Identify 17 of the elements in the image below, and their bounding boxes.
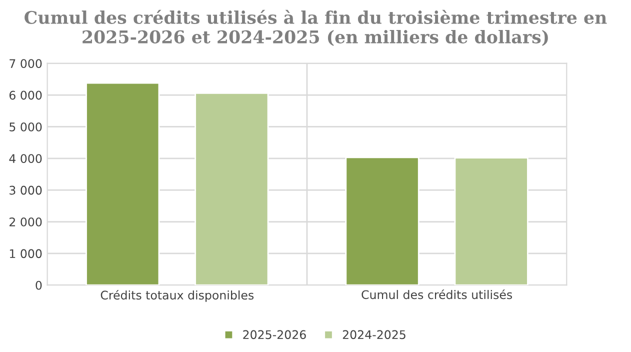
y-tick-label: 6 000 xyxy=(9,90,42,100)
bar xyxy=(86,82,160,286)
y-tick-label: 7 000 xyxy=(10,59,42,68)
x-tick-label: Cumul des crédits utilisés xyxy=(362,290,512,300)
bar xyxy=(194,92,269,286)
legend-label: 2024-2025 xyxy=(342,330,406,340)
bar xyxy=(454,157,528,286)
y-tick-label: 0 xyxy=(36,280,42,290)
y-tick-label: 5 000 xyxy=(10,122,42,132)
x-tick-label: Crédits totaux disponibles xyxy=(100,290,254,302)
y-tick-label: 3 000 xyxy=(10,186,42,195)
bar xyxy=(345,156,420,286)
legend-label: 2025-2026 xyxy=(243,330,306,340)
y-tick-label: 4 000 xyxy=(9,154,42,164)
y-tick-label: 1 000 xyxy=(10,249,42,258)
chart-title: Cumul des crédits utilisés à la fin du troisième trimestre en 2025-2026 et 2024-2025 (en milliers de dollars) xyxy=(24,10,607,46)
y-tick-label: 2 000 xyxy=(10,217,42,226)
